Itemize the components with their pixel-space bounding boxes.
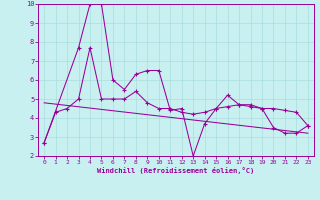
X-axis label: Windchill (Refroidissement éolien,°C): Windchill (Refroidissement éolien,°C) [97,167,255,174]
